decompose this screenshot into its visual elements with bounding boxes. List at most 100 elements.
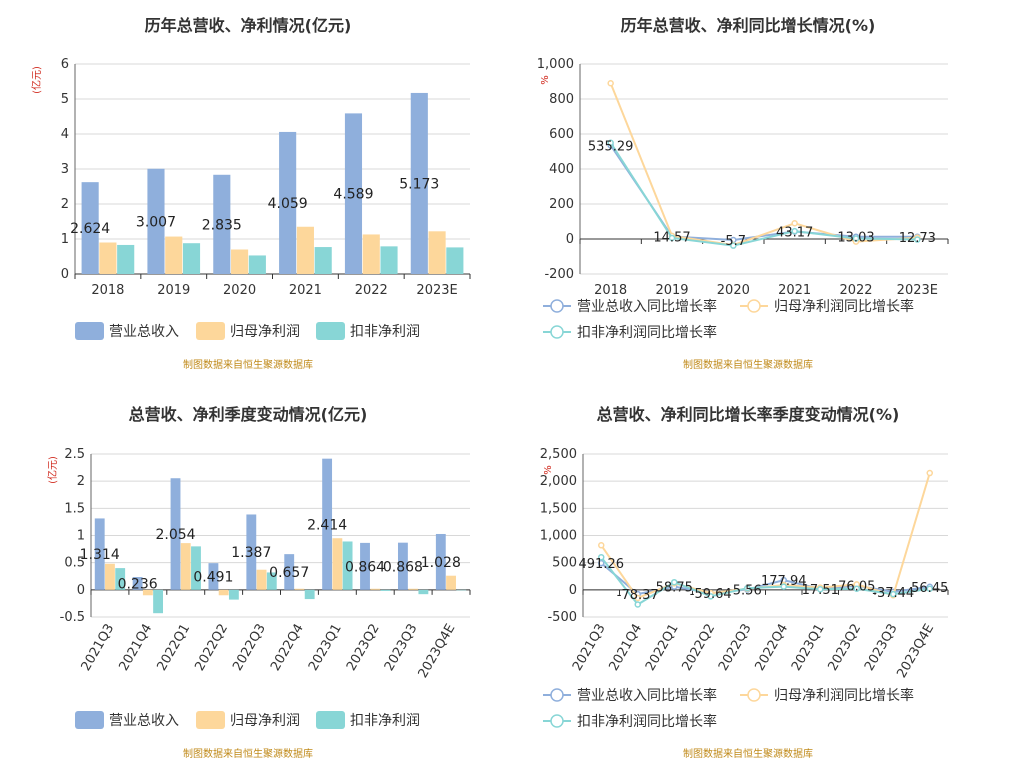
- legend-label: 扣非净利润: [350, 713, 420, 729]
- x-tick-label: 2023Q1: [789, 622, 828, 674]
- chart-title: 总营收、净利季度变动情况(亿元): [129, 405, 368, 424]
- bar-revenue: [344, 113, 363, 274]
- x-tick-label: 2023Q1: [306, 622, 345, 674]
- x-tick-label: 2022Q1: [154, 622, 193, 674]
- line-revenue-growth: [609, 144, 918, 242]
- x-tick-label: 2019: [157, 283, 190, 298]
- legend-label: 营业总收入同比增长率: [577, 298, 717, 315]
- legend-marker: [747, 688, 761, 702]
- x-tick-label: 2023Q4E: [894, 622, 937, 681]
- bar-deducted-profit: [456, 589, 467, 591]
- bar-parent-profit: [370, 588, 381, 590]
- bar-data-label: 0.236: [118, 576, 158, 592]
- legend-swatch: [75, 322, 104, 340]
- chart-svg: 历年总营收、净利情况(亿元) 0 1 2 3 4 5 6 (亿元) 2018 2019 2020 202…: [30, 16, 471, 371]
- x-tick-label: 2021: [778, 283, 811, 298]
- y-tick-label: 2: [61, 197, 69, 212]
- bar-deducted-profit: [342, 541, 353, 590]
- bar-deducted-profit: [182, 243, 201, 274]
- y-tick-label: -500: [547, 610, 577, 625]
- x-tick-label: 2023Q2: [344, 622, 383, 674]
- legend-label: 扣非净利润: [350, 324, 420, 340]
- bar-data-label: 0.864: [345, 559, 385, 575]
- line-data-label: 56.45: [911, 581, 948, 596]
- line-point: [852, 235, 860, 242]
- legend-swatch: [316, 322, 345, 340]
- bar-deducted-profit: [380, 589, 391, 591]
- y-tick-label: 500: [552, 556, 577, 571]
- x-tick-label: 2018: [594, 283, 627, 298]
- bar-data-label: 4.059: [268, 196, 308, 212]
- x-tick-label: 2023E: [416, 283, 457, 298]
- bar-parent-profit: [408, 588, 419, 590]
- bar-data-label: 2.414: [307, 517, 347, 533]
- bar-revenue: [208, 563, 219, 590]
- chart-svg: 历年总营收、净利同比增长情况(%) -200 0 200 400 600 800 1,000%…: [537, 16, 949, 371]
- y-unit-label: (亿元): [30, 66, 43, 94]
- legend-swatch: [316, 711, 345, 729]
- x-tick-label: 2020: [223, 283, 256, 298]
- bar-parent-profit: [296, 226, 314, 274]
- bar-deducted-profit: [418, 589, 429, 595]
- line-point: [853, 585, 860, 592]
- bar-parent-profit: [105, 563, 115, 590]
- line-data-label: -37.44: [872, 586, 914, 601]
- line-data-label: 58.75: [656, 581, 693, 596]
- x-tick-label: 2023Q3: [382, 622, 421, 674]
- line-point: [607, 80, 614, 87]
- chart-svg: 总营收、净利季度变动情况(亿元) -0.5 0 0.5 1 1.5 2 2.5 (亿元) 2021…: [46, 405, 471, 760]
- legend-label: 归母净利润: [230, 712, 300, 729]
- bar-parent-profit: [294, 588, 305, 590]
- line-point: [780, 583, 787, 590]
- y-tick-label: 1,000: [540, 529, 577, 544]
- bar-parent-profit: [256, 569, 267, 590]
- bar-parent-profit: [142, 589, 153, 596]
- y-tick-label: 1,000: [537, 57, 574, 72]
- y-tick-label: 3: [61, 162, 69, 177]
- chart-title: 总营收、净利同比增长率季度变动情况(%): [597, 405, 900, 424]
- line-point: [598, 542, 605, 549]
- y-tick-label: 1,500: [540, 501, 577, 516]
- bar-deducted-profit: [191, 546, 201, 590]
- bar-data-label: 3.007: [136, 214, 176, 230]
- y-tick-label: 2.5: [64, 447, 85, 462]
- bar-revenue: [132, 577, 143, 590]
- y-tick-label: 5: [61, 92, 69, 107]
- bar-deducted-profit: [248, 255, 266, 274]
- bar-deducted-profit: [115, 568, 126, 590]
- bar-parent-profit: [218, 589, 229, 596]
- bar-revenue: [360, 542, 370, 590]
- bar-revenue: [435, 533, 446, 590]
- bar-data-label: 0.868: [383, 559, 423, 575]
- source-note: 制图数据来自恒生聚源数据库: [683, 358, 813, 371]
- bar-parent-profit: [99, 242, 117, 274]
- bar-deducted-profit: [304, 589, 315, 600]
- bar-data-label: 1.028: [421, 555, 461, 571]
- legend-label: 扣非净利润同比增长率: [577, 713, 717, 730]
- y-tick-label: 6: [61, 57, 69, 72]
- source-note: 制图数据来自恒生聚源数据库: [183, 747, 313, 760]
- line-point: [634, 601, 641, 608]
- bar-parent-profit: [231, 249, 249, 274]
- quarterly-growth-rate-chart: 总营收、净利同比增长率季度变动情况(%) -500 0 500 1,000 1,500 2,…: [508, 389, 1015, 778]
- y-tick-label: 800: [549, 92, 574, 107]
- bar-deducted-profit: [117, 244, 135, 274]
- y-unit-label: %: [543, 465, 554, 475]
- line-point: [914, 236, 921, 243]
- line-point: [668, 234, 676, 242]
- source-note: 制图数据来自恒生聚源数据库: [683, 747, 813, 760]
- x-tick-label: 2022Q3: [230, 622, 269, 674]
- line-point: [817, 586, 824, 593]
- bar-parent-profit: [428, 231, 446, 274]
- y-tick-label: -200: [544, 267, 574, 282]
- line-data-label: 177.94: [761, 574, 807, 589]
- x-tick-label: 2022Q4: [268, 622, 307, 674]
- x-tick-label: 2022Q2: [679, 622, 718, 674]
- bar-revenue: [213, 174, 231, 274]
- line-data-label: 535.29: [588, 139, 634, 154]
- x-tick-label: 2021: [289, 283, 322, 298]
- line-point: [730, 242, 737, 249]
- bar-data-label: 1.314: [80, 547, 120, 563]
- quarterly-revenue-profit-chart: 总营收、净利季度变动情况(亿元) -0.5 0 0.5 1 1.5 2 2.5 (亿元) 2021…: [0, 389, 507, 778]
- line-data-label: -5.7: [721, 234, 746, 249]
